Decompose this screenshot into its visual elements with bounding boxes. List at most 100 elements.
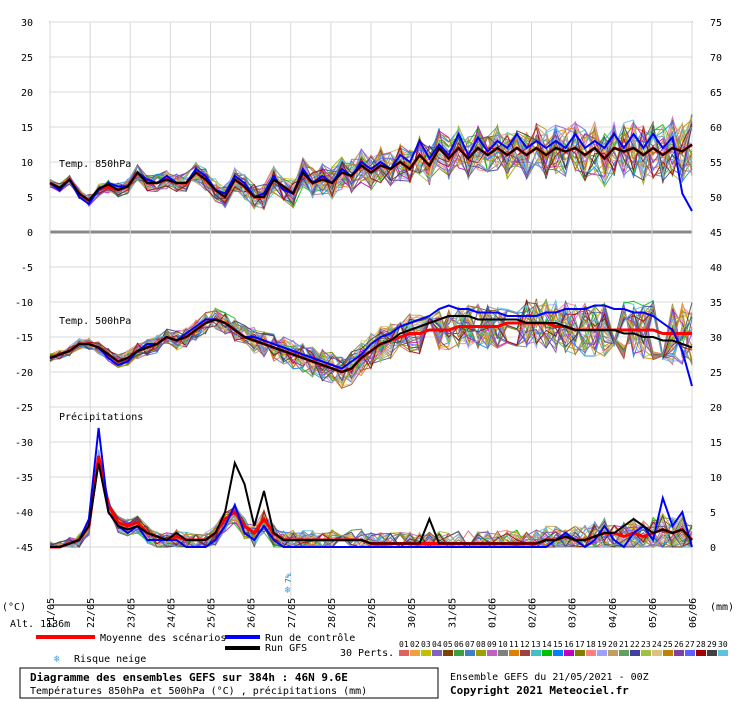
snowflake-icon: ❄ [285, 585, 292, 596]
x-tick-label: 24/05 [166, 598, 177, 628]
pert-number: 09 [487, 640, 497, 649]
pert-swatch [696, 650, 706, 656]
y-tick-left: -15 [15, 333, 33, 344]
y-tick-left: 5 [27, 193, 33, 204]
pert-number: 02 [410, 640, 420, 649]
pert-swatch [410, 650, 420, 656]
pert-number: 26 [674, 640, 684, 649]
perturbation-line [49, 304, 693, 369]
pert-number: 22 [630, 640, 640, 649]
pert-number: 01 [399, 640, 409, 649]
y-tick-right: 30 [710, 333, 722, 344]
perturbation-line [49, 302, 693, 374]
pert-number: 14 [542, 640, 552, 649]
pert-swatch [465, 650, 475, 656]
pert-number: 13 [531, 640, 541, 649]
perturbation-line [49, 299, 693, 379]
pert-number: 21 [619, 640, 629, 649]
snow-risk-value: 7% [284, 573, 293, 583]
y-tick-right: 5 [710, 508, 716, 519]
x-tick-label: 03/06 [568, 598, 579, 628]
x-tick-label: 30/05 [407, 598, 418, 628]
pert-number: 11 [509, 640, 519, 649]
y-tick-left: -30 [15, 438, 33, 449]
panel-label-t850: Temp. 850hPa [59, 159, 131, 170]
y-tick-right: 75 [710, 18, 722, 29]
right-unit: (mm) [710, 602, 734, 613]
footer-subtitle: Températures 850hPa et 500hPa (°C) , pré… [30, 685, 367, 697]
legend-control-label: Run de contrôle [265, 632, 355, 644]
pert-swatch [399, 650, 409, 656]
y-tick-right: 25 [710, 368, 722, 379]
y-tick-left: -45 [15, 543, 33, 554]
x-tick-label: 01/06 [487, 598, 498, 628]
y-tick-left: 10 [21, 158, 33, 169]
y-tick-left: 30 [21, 18, 33, 29]
pert-swatch [630, 650, 640, 656]
x-tick-label: 26/05 [247, 598, 258, 628]
left-unit: (°C) [2, 602, 26, 613]
pert-swatch [597, 650, 607, 656]
pert-swatch [707, 650, 717, 656]
legend-gfs-label: Run GFS [265, 643, 307, 654]
pert-swatch [718, 650, 728, 656]
pert-swatch [641, 650, 651, 656]
pert-swatch [498, 650, 508, 656]
x-tick-label: 25/05 [207, 598, 218, 628]
pert-number: 06 [454, 640, 464, 649]
y-tick-right: 70 [710, 53, 722, 64]
pert-number: 20 [608, 640, 618, 649]
pert-swatch [564, 650, 574, 656]
x-tick-label: 21/05 [46, 598, 57, 628]
y-tick-left: 0 [27, 228, 33, 239]
footer-box [19, 667, 439, 699]
y-tick-left: 25 [21, 53, 33, 64]
perturbation-line [49, 298, 693, 382]
y-tick-right: 35 [710, 298, 722, 309]
pert-number: 25 [663, 640, 673, 649]
y-tick-left: -5 [21, 263, 33, 274]
altitude-label: Alt. 1136m [10, 619, 70, 630]
x-tick-label: 06/06 [688, 598, 699, 628]
footer-copyright: Copyright 2021 Meteociel.fr [450, 684, 629, 697]
y-tick-right: 65 [710, 88, 722, 99]
series-line-2-precip [50, 459, 693, 548]
pert-swatch [432, 650, 442, 656]
x-tick-label: 23/05 [126, 598, 137, 628]
pert-number: 28 [696, 640, 706, 649]
pert-swatch [575, 650, 585, 656]
y-tick-right: 55 [710, 158, 722, 169]
perturbation-line [49, 306, 693, 390]
pert-number: 18 [586, 640, 596, 649]
footer-title: Diagramme des ensembles GEFS sur 384h : … [30, 671, 348, 684]
perturbation-line [49, 301, 693, 382]
pert-number: 05 [443, 640, 453, 649]
y-tick-right: 45 [710, 228, 722, 239]
pert-swatch [487, 650, 497, 656]
pert-number: 17 [575, 640, 585, 649]
y-tick-left: -20 [15, 368, 33, 379]
x-tick-label: 05/06 [648, 598, 659, 628]
pert-swatch [553, 650, 563, 656]
pert-number: 15 [553, 640, 563, 649]
y-tick-right: 40 [710, 263, 722, 274]
x-tick-label: 22/05 [86, 598, 97, 628]
pert-swatch [685, 650, 695, 656]
y-tick-left: 20 [21, 88, 33, 99]
series-line-2-t850 [49, 143, 693, 202]
y-tick-right: 15 [710, 438, 722, 449]
legend-snow-label: Risque neige [74, 654, 146, 665]
pert-swatch [443, 650, 453, 656]
pert-number: 19 [597, 640, 607, 649]
pert-number: 30 [718, 640, 728, 649]
pert-swatch [586, 650, 596, 656]
x-tick-label: 04/06 [608, 598, 619, 628]
series-line-1-precip [50, 427, 693, 549]
pert-number: 12 [520, 640, 530, 649]
perturbation-line [49, 302, 693, 376]
pert-number: 03 [421, 640, 431, 649]
pert-number: 27 [685, 640, 695, 649]
pert-swatch [542, 650, 552, 656]
